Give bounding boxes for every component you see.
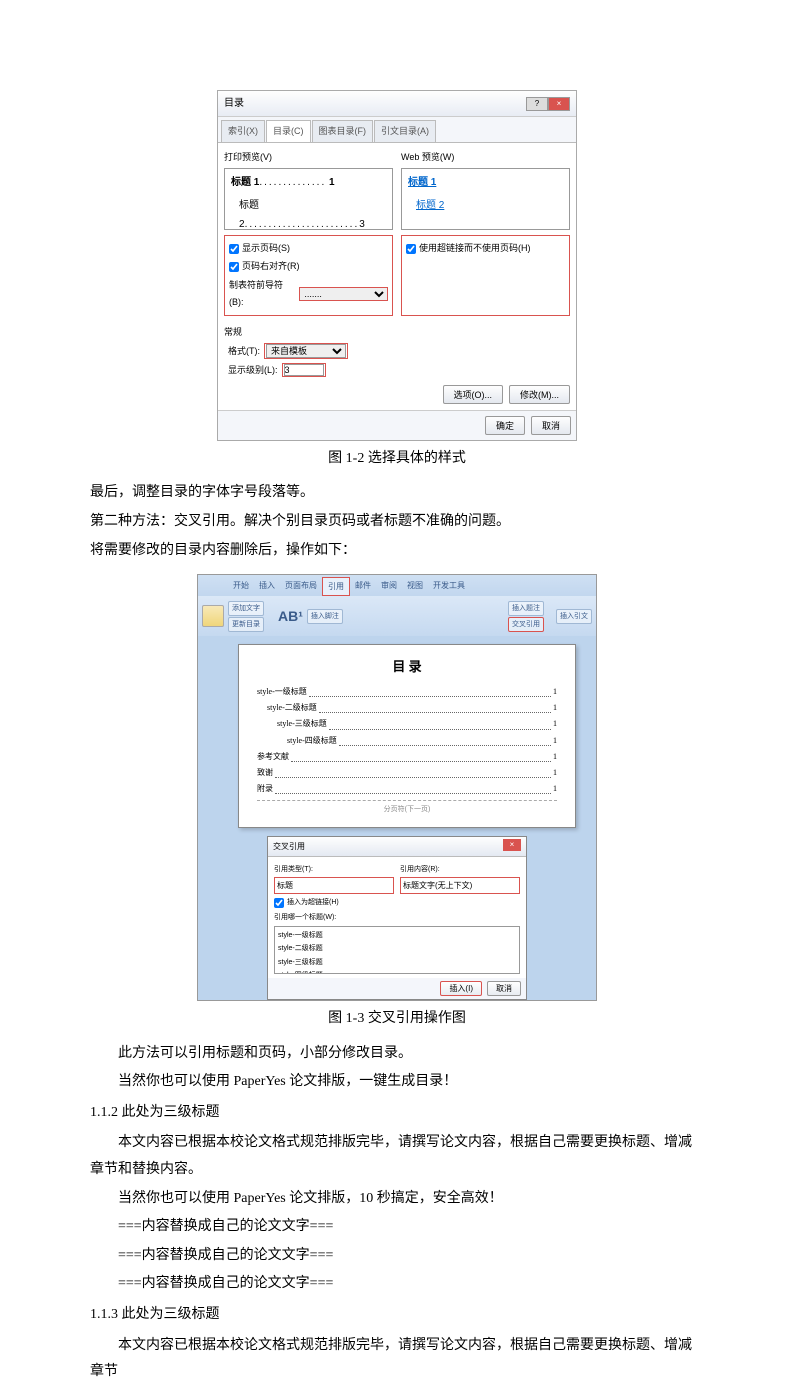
paragraph: 当然你也可以使用 PaperYes 论文排版，一键生成目录！ (90, 1069, 704, 1096)
show-pagenum-checkbox[interactable]: 显示页码(S) (229, 240, 388, 257)
update-toc-button[interactable]: 更新目录 (228, 617, 264, 632)
paragraph: 将需要修改的目录内容删除后，操作如下： (90, 538, 704, 565)
ref-list[interactable]: style-一级标题 style-二级标题 style-三级标题 style-四… (274, 926, 520, 974)
web-preview-label: Web 预览(W) (401, 149, 570, 166)
paragraph: 本文内容已根据本校论文格式规范排版完毕，请撰写论文内容，根据自己需要更换标题、增… (90, 1130, 704, 1183)
dialog-tabs: 索引(X) 目录(C) 图表目录(F) 引文目录(A) (218, 117, 576, 142)
toc-button-icon[interactable] (202, 605, 224, 627)
general-group: 常规 格式(T): 来自模板 显示级别(L): (224, 324, 570, 379)
insert-footnote-button[interactable]: 插入脚注 (307, 609, 343, 624)
paragraph: 最后，调整目录的字体字号段落等。 (90, 480, 704, 507)
cancel-button[interactable]: 取消 (487, 981, 521, 996)
list-item[interactable]: style-一级标题 (277, 929, 517, 942)
levels-spinner[interactable] (284, 364, 324, 376)
dialog-body: 打印预览(V) 标题 1.............. 1 标题 2.......… (218, 142, 576, 410)
use-hyperlinks-checkbox[interactable]: 使用超链接而不使用页码(H) (406, 240, 565, 257)
leader-select[interactable]: ....... (299, 287, 388, 301)
ribbon-body: 添加文字 更新目录 AB¹ 插入脚注 插入题注 交叉引用 插入引文 (198, 596, 596, 636)
web-preview-box: 标题 1 标题 2 (401, 168, 570, 230)
add-text-button[interactable]: 添加文字 (228, 601, 264, 616)
page-break: 分页符(下一页) (257, 800, 557, 816)
list-item[interactable]: style-三级标题 (277, 956, 517, 969)
cross-ref-button[interactable]: 交叉引用 (508, 617, 544, 632)
cancel-button[interactable]: 取消 (531, 416, 571, 435)
toc-dialog: 目录 ? × 索引(X) 目录(C) 图表目录(F) 引文目录(A) 打印预览(… (217, 90, 577, 441)
right-align-checkbox[interactable]: 页码右对齐(R) (229, 258, 388, 275)
ribbon-tab[interactable]: 审阅 (376, 577, 402, 596)
crossref-dialog: 交叉引用 × 引用类型(T): 标题 引用内容(R): 标题文字(无上下文) 插… (267, 836, 527, 1000)
insert-caption-button[interactable]: 插入题注 (508, 601, 544, 616)
caption-1-3: 图 1-3 交叉引用操作图 (90, 1006, 704, 1033)
insert-button[interactable]: 插入(I) (440, 981, 482, 996)
word-window: 开始 插入 页面布局 引用 邮件 审阅 视图 开发工具 添加文字 更新目录 AB… (197, 574, 597, 1001)
dialog-titlebar: 目录 ? × (218, 91, 576, 117)
modify-button[interactable]: 修改(M)... (509, 385, 570, 404)
help-icon[interactable]: ? (526, 97, 548, 111)
ribbon-tab[interactable]: 邮件 (350, 577, 376, 596)
toc-title: 目 录 (257, 655, 557, 680)
paragraph: ===内容替换成自己的论文文字=== (90, 1243, 704, 1270)
toc-line: 致谢1 (257, 765, 557, 780)
paragraph: ===内容替换成自己的论文文字=== (90, 1214, 704, 1241)
dialog-title: 目录 (224, 94, 244, 113)
figure-1-3: 开始 插入 页面布局 引用 邮件 审阅 视图 开发工具 添加文字 更新目录 AB… (90, 574, 704, 1001)
crossref-titlebar: 交叉引用 × (268, 837, 526, 857)
ref-type-select[interactable]: 标题 (274, 877, 394, 894)
tab-toc[interactable]: 目录(C) (266, 120, 311, 142)
paragraph: ===内容替换成自己的论文文字=== (90, 1271, 704, 1298)
ref-content-select[interactable]: 标题文字(无上下文) (400, 877, 520, 894)
paragraph: 第二种方法：交叉引用。解决个别目录页码或者标题不准确的问题。 (90, 509, 704, 536)
right-options-group: 使用超链接而不使用页码(H) (401, 235, 570, 315)
toc-line: style-四级标题1 (257, 733, 557, 748)
paragraph: 此方法可以引用标题和页码，小部分修改目录。 (90, 1041, 704, 1068)
general-label: 常规 (224, 324, 570, 341)
print-preview-label: 打印预览(V) (224, 149, 393, 166)
close-icon[interactable]: × (548, 97, 570, 111)
left-options-group: 显示页码(S) 页码右对齐(R) 制表符前导符(B): ....... (224, 235, 393, 315)
document-page: 目 录 style-一级标题1style-二级标题1style-三级标题1 sty… (238, 644, 576, 827)
paragraph: 当然你也可以使用 PaperYes 论文排版，10 秒搞定，安全高效！ (90, 1186, 704, 1213)
tab-citations[interactable]: 引文目录(A) (374, 120, 436, 142)
window-buttons: ? × (526, 97, 570, 111)
caption-1-2: 图 1-2 选择具体的样式 (90, 446, 704, 473)
toc-line: style-二级标题1 (257, 700, 557, 715)
list-item[interactable]: style-二级标题 (277, 942, 517, 955)
options-button[interactable]: 选项(O)... (443, 385, 504, 404)
ribbon-tabs: 开始 插入 页面布局 引用 邮件 审阅 视图 开发工具 (198, 577, 596, 596)
ok-button[interactable]: 确定 (485, 416, 525, 435)
ribbon-tab[interactable]: 插入 (254, 577, 280, 596)
format-select[interactable]: 来自模板 (266, 344, 346, 358)
tab-figures[interactable]: 图表目录(F) (312, 120, 374, 142)
heading-3: 1.1.2 此处为三级标题 (90, 1100, 704, 1127)
toc-line: style-三级标题1 (257, 716, 557, 731)
tab-index[interactable]: 索引(X) (221, 120, 265, 142)
toc-line: 附录1 (257, 781, 557, 796)
figure-1-2: 目录 ? × 索引(X) 目录(C) 图表目录(F) 引文目录(A) 打印预览(… (90, 90, 704, 441)
ribbon-tab[interactable]: 页面布局 (280, 577, 322, 596)
ribbon: 开始 插入 页面布局 引用 邮件 审阅 视图 开发工具 添加文字 更新目录 AB… (198, 575, 596, 636)
close-icon[interactable]: × (503, 839, 521, 851)
toc-line: 参考文献1 (257, 749, 557, 764)
list-item[interactable]: style-四级标题 (277, 969, 517, 974)
ribbon-tab-references[interactable]: 引用 (322, 577, 350, 596)
document-area: 目 录 style-一级标题1style-二级标题1style-三级标题1 sty… (198, 636, 596, 831)
ribbon-tab[interactable]: 开始 (228, 577, 254, 596)
leader-row: 制表符前导符(B): ....... (229, 277, 388, 311)
ribbon-tab[interactable]: 视图 (402, 577, 428, 596)
insert-citation-button[interactable]: 插入引文 (556, 609, 592, 624)
ribbon-tab[interactable]: 开发工具 (428, 577, 470, 596)
print-preview-box: 标题 1.............. 1 标题 2...............… (224, 168, 393, 230)
insert-as-hyperlink-checkbox[interactable]: 插入为超链接(H) (274, 896, 520, 909)
heading-3: 1.1.3 此处为三级标题 (90, 1302, 704, 1329)
paragraph: 本文内容已根据本校论文格式规范排版完毕，请撰写论文内容，根据自己需要更换标题、增… (90, 1333, 704, 1386)
toc-line: style-一级标题1 (257, 684, 557, 699)
